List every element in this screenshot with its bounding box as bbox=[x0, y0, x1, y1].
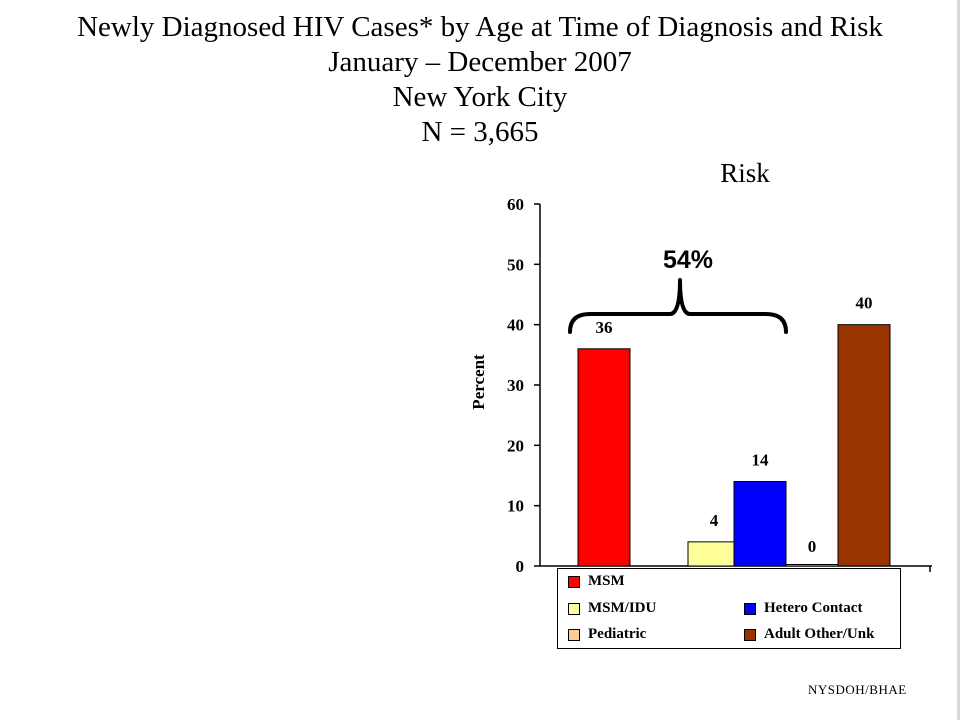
y-tick-label: 0 bbox=[516, 557, 525, 576]
page-title: Newly Diagnosed HIV Cases* by Age at Tim… bbox=[77, 11, 883, 43]
y-tick-label: 50 bbox=[507, 255, 524, 274]
bar-msm-idu bbox=[687, 541, 741, 567]
location-subtitle: New York City bbox=[392, 81, 568, 113]
chart-legend: MSM MSM/IDU Hetero Contact Pediatric Adult O… bbox=[557, 568, 901, 649]
legend-item: Adult Other/Unk bbox=[744, 626, 874, 643]
y-tick-label: 20 bbox=[507, 436, 524, 455]
y-axis-title: Percent bbox=[469, 354, 488, 410]
bar-msm bbox=[577, 348, 631, 567]
y-tick-label: 30 bbox=[507, 376, 524, 395]
chart-title: Risk bbox=[720, 158, 770, 188]
y-tick-label: 10 bbox=[507, 497, 524, 516]
data-label: 40 bbox=[856, 294, 873, 313]
case-count-subtitle: N = 3,665 bbox=[421, 116, 539, 148]
bar-pediatric bbox=[785, 564, 839, 567]
legend-swatch bbox=[568, 628, 580, 641]
legend-label: MSM/IDU bbox=[588, 600, 657, 616]
legend-label: Adult Other/Unk bbox=[764, 626, 875, 642]
slide-right-edge bbox=[957, 0, 960, 720]
data-label: 36 bbox=[596, 318, 613, 337]
legend-item: Hetero Contact bbox=[744, 600, 862, 617]
legend-item: MSM/IDU bbox=[568, 600, 656, 617]
data-label: 4 bbox=[710, 511, 719, 530]
y-tick-label: 40 bbox=[507, 316, 524, 335]
date-range-subtitle: January – December 2007 bbox=[328, 46, 632, 78]
legend-swatch bbox=[744, 602, 756, 615]
legend-label: MSM bbox=[588, 573, 625, 589]
bar-hetero-contact bbox=[733, 481, 787, 567]
title-block: Newly Diagnosed HIV Cases* by Age at Tim… bbox=[0, 10, 960, 150]
bar-adult-other-unk bbox=[837, 324, 891, 567]
legend-swatch bbox=[568, 575, 580, 588]
source-credit: NYSDOH/BHAE bbox=[808, 682, 907, 697]
legend-label: Pediatric bbox=[588, 626, 647, 642]
data-label: 14 bbox=[752, 451, 770, 470]
legend-label: Hetero Contact bbox=[764, 600, 863, 616]
bracket-annotation bbox=[568, 278, 788, 334]
legend-swatch bbox=[744, 628, 756, 641]
legend-swatch bbox=[568, 602, 580, 615]
legend-item: Pediatric bbox=[568, 626, 646, 643]
annotation-label: 54% bbox=[663, 246, 713, 274]
y-tick-label: 60 bbox=[507, 195, 524, 214]
legend-item: MSM bbox=[568, 573, 625, 590]
data-label: 0 bbox=[808, 537, 817, 556]
